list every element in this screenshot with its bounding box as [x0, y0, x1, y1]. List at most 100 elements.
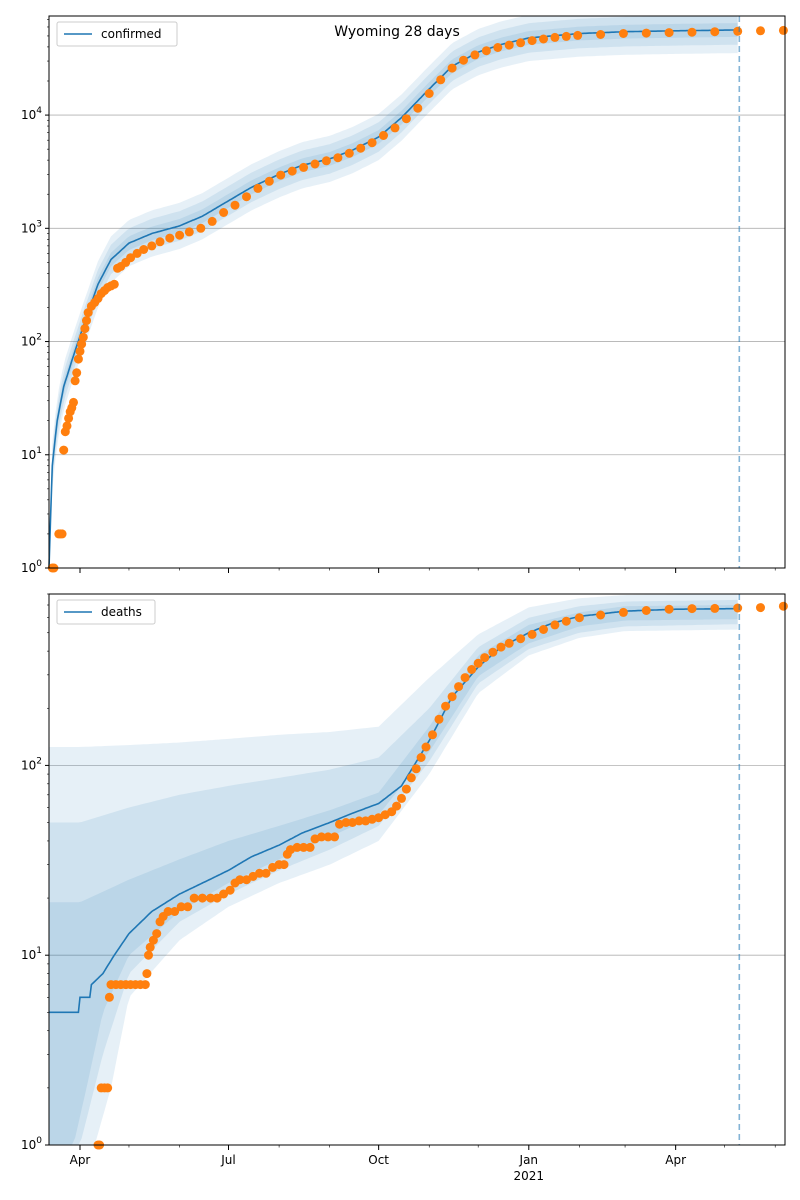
x-tick-label: Oct — [368, 1153, 389, 1167]
observed-point — [756, 603, 765, 613]
observed-point — [710, 603, 720, 613]
observed-point — [527, 36, 537, 46]
observed-point — [276, 170, 286, 180]
observed-point — [406, 773, 416, 783]
observed-point — [481, 46, 491, 56]
observed-point — [447, 63, 457, 73]
observed-point — [139, 245, 149, 254]
deaths-x-axis: Apr Jul Oct Jan 2021 Apr — [70, 1145, 776, 1183]
observed-point — [152, 929, 162, 939]
observed-point — [330, 832, 340, 842]
observed-point — [165, 233, 175, 243]
observed-point — [496, 642, 506, 652]
observed-point — [292, 842, 302, 852]
observed-point — [197, 893, 207, 903]
observed-point — [317, 832, 326, 842]
observed-point — [416, 753, 426, 762]
observed-point — [323, 832, 333, 842]
deaths-axes-frame — [48, 593, 786, 1146]
observed-point — [57, 529, 67, 539]
observed-point — [310, 159, 320, 169]
uncertainty-band — [49, 599, 738, 1145]
observed-point — [70, 376, 80, 386]
observed-point — [733, 26, 743, 36]
observed-point — [687, 604, 697, 614]
observed-point — [219, 889, 229, 899]
observed-point — [132, 248, 142, 258]
legend-box — [56, 599, 156, 625]
observed-point — [225, 885, 235, 895]
observed-point — [255, 868, 264, 878]
observed-point — [459, 55, 468, 65]
observed-point — [379, 131, 388, 140]
observed-point — [206, 893, 216, 903]
observed-point — [155, 237, 165, 247]
observed-point — [126, 253, 136, 263]
observed-point — [72, 368, 82, 378]
observed-point — [82, 316, 91, 326]
observed-point — [75, 346, 85, 356]
observed-point — [480, 653, 490, 663]
observed-point — [596, 30, 606, 39]
observed-point — [392, 801, 402, 811]
observed-point — [447, 692, 457, 702]
observed-point — [473, 658, 483, 668]
observed-point — [235, 875, 245, 885]
observed-point — [460, 673, 470, 683]
observed-point — [687, 27, 697, 37]
observed-point — [104, 992, 114, 1002]
observed-point — [756, 26, 765, 36]
observed-point — [710, 27, 720, 37]
observed-point — [467, 665, 477, 674]
observed-point — [109, 279, 119, 289]
observed-point — [341, 818, 351, 827]
observed-point — [145, 942, 155, 952]
observed-point — [397, 793, 406, 803]
observed-point — [264, 176, 274, 186]
observed-point — [641, 28, 651, 38]
observed-point — [413, 103, 423, 113]
deaths-uncertainty-bands — [49, 594, 738, 1145]
observed-point — [441, 701, 451, 711]
observed-point — [561, 31, 571, 41]
observed-point — [401, 784, 411, 794]
observed-point — [733, 603, 743, 613]
observed-point — [488, 647, 498, 657]
observed-point — [390, 123, 400, 133]
observed-point — [59, 445, 69, 455]
observed-point — [189, 893, 199, 903]
observed-point — [261, 868, 271, 878]
observed-point — [516, 38, 526, 48]
legend-label-confirmed: confirmed — [101, 27, 162, 41]
x-tick-sublabel: 2021 — [514, 1169, 545, 1183]
observed-point — [279, 860, 289, 870]
observed-point — [573, 30, 583, 40]
observed-point — [411, 764, 421, 774]
observed-point — [103, 1083, 113, 1093]
observed-point — [641, 606, 651, 615]
observed-point — [434, 714, 444, 724]
observed-point — [454, 682, 464, 692]
observed-point — [147, 241, 157, 251]
observed-point — [196, 223, 206, 233]
observed-point — [664, 604, 674, 614]
x-tick-label: Apr — [70, 1153, 91, 1167]
observed-point — [207, 216, 217, 226]
confirmed-axes-frame — [48, 15, 786, 569]
observed-point — [424, 89, 434, 98]
deaths-observed-points — [93, 601, 788, 1150]
observed-point — [299, 842, 309, 852]
confirmed-x-axis-ticks — [79, 568, 776, 573]
observed-point — [574, 613, 584, 623]
observed-point — [401, 114, 411, 124]
observed-point — [516, 634, 526, 644]
observed-point — [78, 332, 88, 342]
observed-point — [305, 842, 315, 852]
observed-point — [527, 629, 537, 639]
observed-point — [242, 192, 251, 202]
observed-point — [62, 421, 72, 431]
observed-point — [778, 601, 788, 611]
chart-title: Wyoming 28 days — [334, 24, 460, 40]
